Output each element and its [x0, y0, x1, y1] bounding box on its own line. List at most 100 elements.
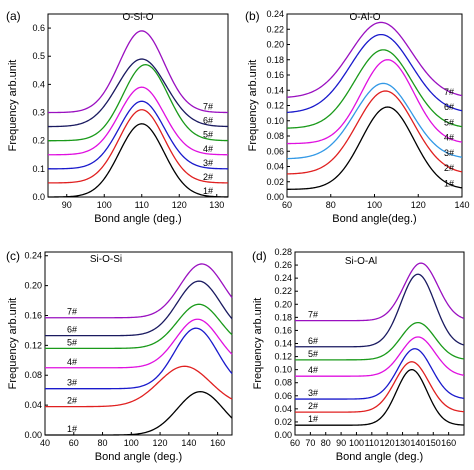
series-label: 5#	[203, 130, 213, 140]
y-tick-label: 0.00	[274, 430, 292, 440]
series-line-4	[286, 59, 463, 145]
series-label: 3#	[308, 388, 318, 398]
x-axis-label: Bond angle (deg.)	[94, 213, 181, 225]
x-tick-label: 60	[290, 438, 300, 448]
y-tick-label: 0.3	[32, 108, 45, 118]
series-label: 7#	[67, 307, 77, 317]
x-tick-label: 150	[426, 438, 441, 448]
x-tick-label: 80	[326, 200, 336, 210]
series-label: 6#	[67, 325, 77, 335]
y-tick-label: 0.14	[266, 85, 284, 95]
y-tick-label: 0.24	[274, 273, 292, 283]
series-line-7	[286, 21, 463, 98]
series-label: 1#	[308, 414, 318, 424]
series-label: 3#	[67, 378, 77, 388]
series-line-5	[47, 64, 229, 142]
y-tick-label: 0.0	[32, 192, 45, 202]
x-tick-label: 140	[454, 200, 469, 210]
series-label: 3#	[203, 158, 213, 168]
series-line-2	[295, 361, 465, 413]
y-tick-label: 0.14	[274, 339, 292, 349]
y-tick-label: 0.06	[266, 146, 284, 156]
y-tick-label: 0.04	[274, 404, 292, 414]
y-tick-label: 0.02	[274, 417, 292, 427]
y-tick-label: 0.28	[274, 247, 292, 257]
x-tick-label: 130	[209, 200, 224, 210]
y-tick-label: 0.24	[266, 9, 284, 19]
x-tick-label: 80	[98, 438, 108, 448]
panel-label: (a)	[6, 9, 21, 23]
x-tick-label: 100	[124, 438, 139, 448]
x-tick-label: 100	[97, 200, 112, 210]
x-tick-label: 60	[282, 200, 292, 210]
y-tick-label: 0.6	[32, 23, 45, 33]
series-label: 2#	[67, 396, 77, 406]
plot-frame	[47, 13, 229, 198]
y-tick-label: 0.08	[266, 131, 284, 141]
series-line-2	[45, 365, 233, 408]
x-tick-label: 110	[365, 438, 379, 448]
y-tick-label: 0.18	[266, 55, 284, 65]
y-tick-label: 0.4	[32, 79, 45, 89]
y-tick-label: 0.16	[266, 70, 284, 80]
y-tick-label: 0.04	[24, 400, 42, 410]
y-axis-label: Frequency arb.unit	[7, 298, 19, 390]
series-line-6	[286, 33, 463, 114]
x-tick-label: 120	[380, 438, 395, 448]
series-label: 7#	[308, 310, 318, 320]
panel-label: (d)	[252, 249, 267, 263]
x-tick-label: 120	[172, 200, 187, 210]
series-line-1	[286, 106, 463, 190]
y-axis-label: Frequency arb.unit	[247, 60, 259, 152]
series-line-3	[48, 100, 229, 170]
y-tick-label: 0.24	[24, 251, 42, 261]
series-line-5	[45, 303, 233, 350]
series-line-4	[295, 336, 465, 377]
series-line-1	[295, 369, 465, 426]
y-tick-label: 0.1	[32, 164, 45, 174]
series-line-3	[286, 82, 463, 160]
chart-title: O-Si-O	[122, 12, 153, 23]
x-tick-label: 80	[321, 438, 331, 448]
series-line-7	[45, 263, 233, 319]
series-line-7	[295, 262, 465, 322]
series-line-5	[295, 321, 465, 361]
series-label: 7#	[444, 87, 454, 97]
x-tick-label: 130	[395, 438, 410, 448]
series-label: 5#	[444, 117, 454, 127]
y-tick-label: 0.08	[274, 378, 292, 388]
y-tick-label: 0.08	[24, 370, 42, 380]
y-tick-label: 0.20	[266, 40, 284, 50]
y-tick-label: 0.5	[32, 51, 45, 61]
panel-label: (c)	[6, 249, 20, 263]
x-tick-label: 120	[411, 200, 426, 210]
y-tick-label: 0.06	[274, 391, 292, 401]
plot-frame	[44, 251, 233, 436]
plot-frame	[286, 13, 463, 198]
series-line-1	[45, 391, 233, 436]
x-tick-label: 100	[367, 200, 382, 210]
x-tick-label: 160	[441, 438, 456, 448]
series-line-1	[47, 123, 229, 198]
x-tick-label: 160	[210, 438, 225, 448]
y-tick-label: 0.20	[24, 281, 42, 291]
series-label: 3#	[444, 148, 454, 158]
series-label: 5#	[308, 349, 318, 359]
plot-frame	[294, 251, 465, 436]
y-axis-label: Frequency arb.unit	[7, 60, 19, 152]
x-axis-label: Bond angle (deg.)	[95, 451, 182, 463]
y-tick-label: 0.00	[24, 430, 42, 440]
y-tick-label: 0.02	[266, 177, 284, 187]
y-tick-label: 0.16	[274, 325, 292, 335]
series-line-6	[48, 58, 229, 128]
y-tick-label: 0.12	[274, 352, 292, 362]
y-tick-label: 0.18	[274, 312, 292, 322]
y-tick-label: 0.22	[274, 286, 292, 296]
series-label: 2#	[203, 172, 213, 182]
y-tick-label: 0.26	[274, 260, 292, 270]
y-tick-label: 0.20	[274, 299, 292, 309]
x-axis-label: Bond angle (deg.)	[336, 451, 423, 463]
series-label: 1#	[444, 178, 454, 188]
y-tick-label: 0.10	[266, 116, 284, 126]
